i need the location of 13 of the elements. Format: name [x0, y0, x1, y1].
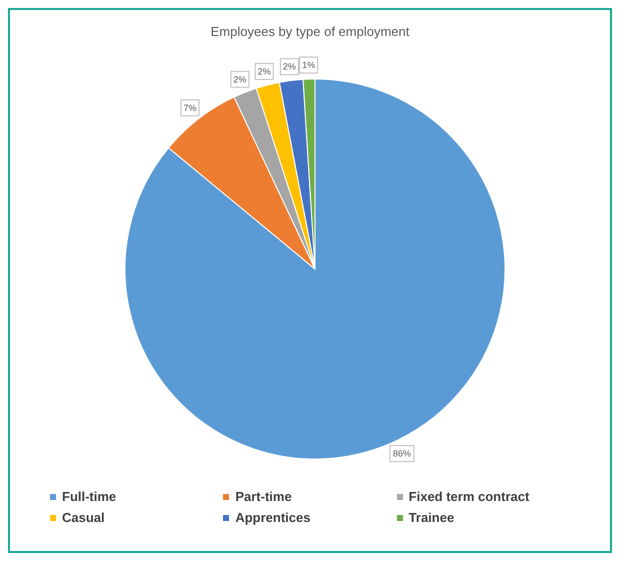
data-label: 7% [183, 102, 196, 113]
data-label: 86% [392, 448, 411, 459]
data-label: 2% [233, 74, 246, 84]
data-label: 1% [302, 60, 316, 70]
legend-label: Apprentices [234, 510, 312, 525]
data-label: 2% [258, 66, 271, 76]
legend-label: Trainee [408, 510, 456, 525]
legend-label: Part-time [234, 489, 293, 504]
legend-label: Casual [61, 510, 106, 525]
legend-label: Full-time [61, 489, 118, 504]
data-label: 2% [282, 62, 296, 72]
chart-title: Employees by type of employment [210, 24, 410, 39]
legend-label: Fixed term contract [408, 489, 530, 504]
